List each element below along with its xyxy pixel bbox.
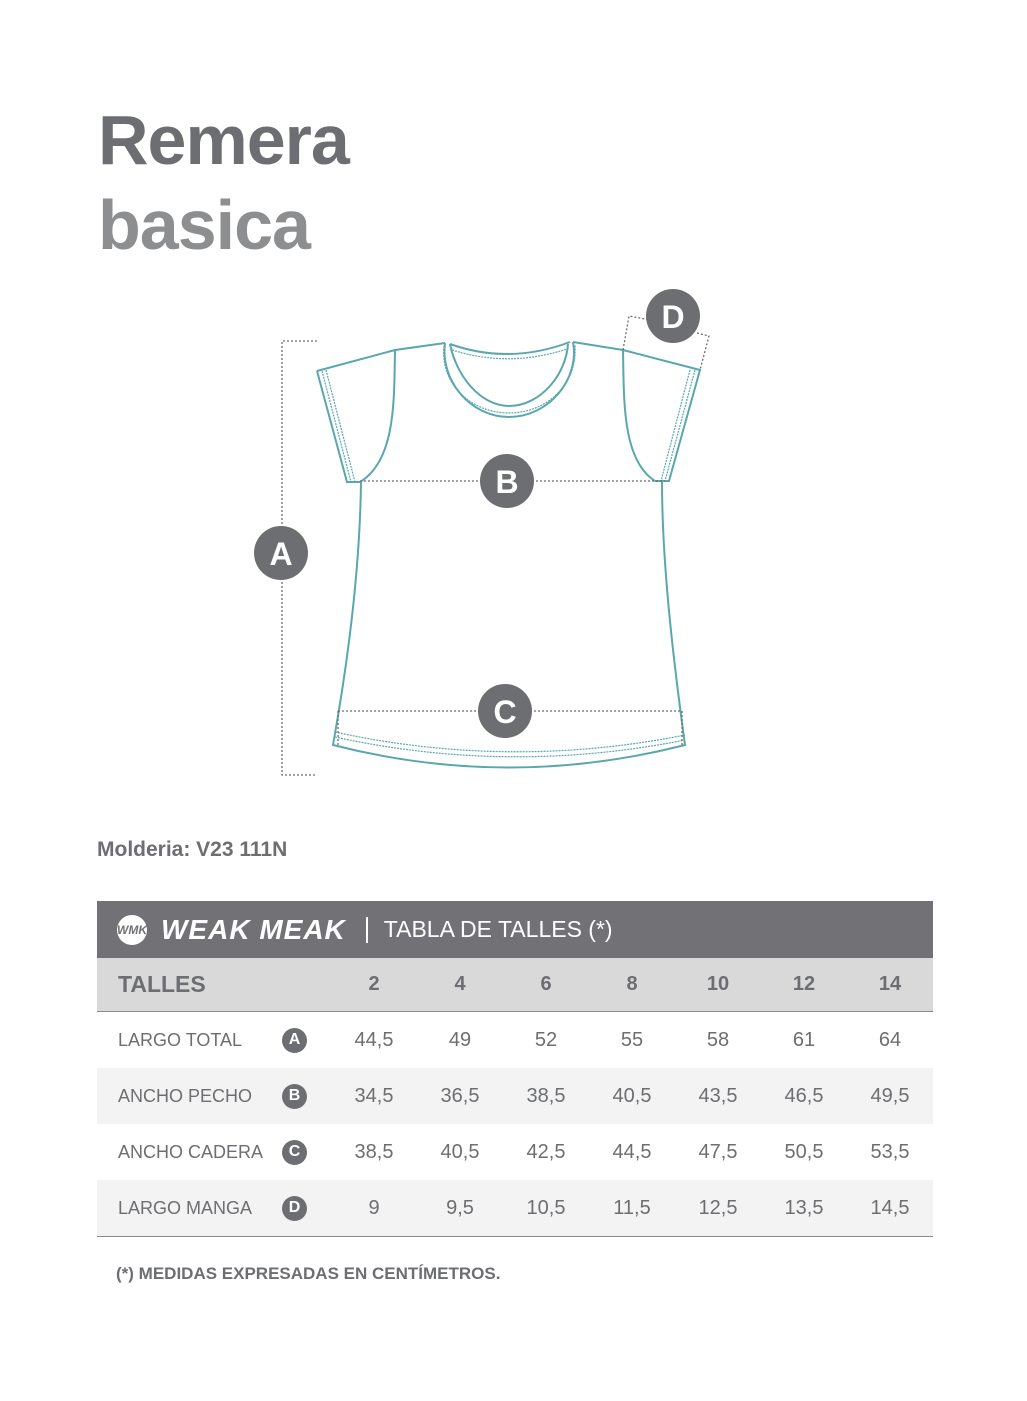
row-label: ANCHO PECHO	[118, 1085, 253, 1106]
table-cell: 47,5	[698, 1140, 738, 1163]
title-line-2: basica	[98, 186, 311, 264]
table-cell: 12,5	[698, 1196, 738, 1219]
table-cell: 49,5	[870, 1084, 910, 1107]
measure-badge: C	[281, 1139, 307, 1165]
table-cell: 38,5	[354, 1140, 394, 1163]
table-cell: 50,5	[784, 1140, 824, 1163]
footnote: (*) MEDIDAS EXPRESADAS EN CENTÍMETROS.	[116, 1264, 501, 1283]
table-cell: 10,5	[526, 1196, 566, 1219]
size-header: 10	[706, 973, 730, 995]
table-cell: 61	[792, 1028, 816, 1051]
badge-d: D	[646, 289, 700, 343]
table-cell: 55	[620, 1028, 644, 1051]
table-row: ANCHO CADERA C 38,5 40,5 42,5 44,5 47,5 50,5 5…	[97, 1124, 933, 1180]
table-cell: 53,5	[870, 1140, 910, 1163]
row-label: LARGO MANGA	[118, 1197, 253, 1218]
table-cell: 14,5	[870, 1196, 910, 1219]
row-label: ANCHO CADERA	[118, 1141, 264, 1162]
table-cell: 58	[706, 1028, 730, 1051]
svg-text:C: C	[493, 694, 516, 730]
table-cell: 13,5	[784, 1196, 824, 1219]
table-cell: 9,5	[446, 1196, 474, 1219]
size-header: 8	[626, 973, 638, 995]
table-cell: 49	[448, 1028, 472, 1051]
badge-a: A	[254, 526, 308, 580]
table-title: TABLA DE TALLES (*)	[383, 916, 613, 942]
table-cell: 42,5	[526, 1140, 566, 1163]
svg-text:B: B	[495, 464, 518, 500]
size-header: 6	[540, 973, 552, 995]
brand-logo: WMK	[117, 914, 147, 945]
tshirt-outline	[316, 341, 702, 769]
svg-text:A: A	[269, 536, 292, 572]
table-cell: 9	[368, 1196, 380, 1219]
size-header: 14	[878, 973, 902, 995]
row-label: LARGO TOTAL	[118, 1029, 243, 1050]
table-cell: 43,5	[698, 1084, 738, 1107]
table-cell: 36,5	[440, 1084, 480, 1107]
brand-name: WEAK MEAK	[161, 913, 346, 945]
table-cell: 44,5	[612, 1140, 652, 1163]
size-header: 2	[368, 973, 380, 995]
measure-badge: A	[281, 1027, 307, 1053]
header-label: TALLES	[118, 971, 206, 997]
sizes-header-row: TALLES 2 4 6 8 10 12 14	[97, 958, 933, 1012]
table-cell: 11,5	[613, 1196, 651, 1219]
badge-c: C	[478, 684, 532, 738]
size-header: 12	[792, 973, 816, 995]
molderia-code: Molderia: V23 111N	[97, 838, 288, 861]
title-line-1: Remera	[98, 101, 350, 179]
table-cell: 34,5	[354, 1084, 394, 1107]
table-cell: 40,5	[440, 1140, 480, 1163]
table-row: LARGO TOTAL A 44,5 49 52 55 58 61 64	[97, 1012, 933, 1068]
size-header: 4	[454, 973, 466, 995]
divider	[365, 916, 368, 943]
measure-badge: D	[281, 1195, 307, 1221]
table-cell: 40,5	[612, 1084, 652, 1107]
tshirt-diagram: A B C D	[254, 289, 710, 776]
table-cell: 46,5	[784, 1084, 824, 1107]
table-row: LARGO MANGA D 9 9,5 10,5 11,5 12,5 13,5 14,5	[97, 1180, 933, 1237]
badge-b: B	[480, 454, 534, 508]
size-table: WMK WEAK MEAK TABLA DE TALLES (*) TALLES…	[97, 901, 933, 1237]
table-row: ANCHO PECHO B 34,5 36,5 38,5 40,5 43,5 46,5 49…	[97, 1068, 933, 1124]
table-header-bar: WMK WEAK MEAK TABLA DE TALLES (*)	[97, 901, 933, 958]
measure-badge: B	[281, 1083, 307, 1109]
table-cell: 64	[878, 1028, 902, 1051]
table-cell: 52	[534, 1028, 558, 1051]
table-cell: 38,5	[526, 1084, 566, 1107]
table-cell: 44,5	[354, 1028, 394, 1051]
svg-text:D: D	[661, 299, 684, 335]
